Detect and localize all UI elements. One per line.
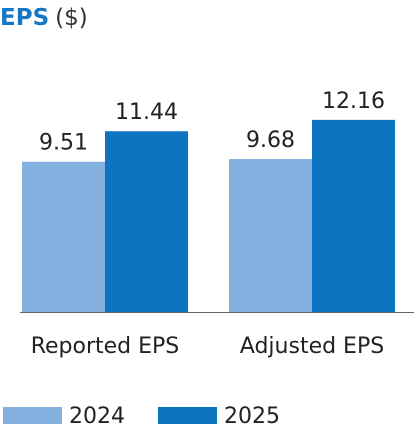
legend-swatch-2024 xyxy=(3,407,62,424)
bar-adjusted-eps-2025 xyxy=(312,119,395,312)
chart-title: EPS ($) xyxy=(0,3,88,33)
chart-unit: ($) xyxy=(55,5,88,31)
bar-reported-eps-2024 xyxy=(22,161,105,312)
legend-label-2024: 2024 xyxy=(69,404,125,429)
legend-swatch-2025 xyxy=(158,407,217,424)
bar-reported-eps-2025 xyxy=(105,131,188,312)
legend-label-2025: 2025 xyxy=(224,404,280,429)
chart-title-text: EPS xyxy=(0,5,50,31)
category-label-1: Reported EPS xyxy=(31,334,180,359)
data-label-adjusted-eps-2024: 9.68 xyxy=(246,128,295,153)
data-label-adjusted-eps-2025: 12.16 xyxy=(322,89,385,114)
data-label-reported-eps-2025: 11.44 xyxy=(115,100,178,125)
bar-adjusted-eps-2024 xyxy=(229,159,312,312)
category-label-2: Adjusted EPS xyxy=(240,334,384,359)
data-label-reported-eps-2024: 9.51 xyxy=(39,131,88,156)
